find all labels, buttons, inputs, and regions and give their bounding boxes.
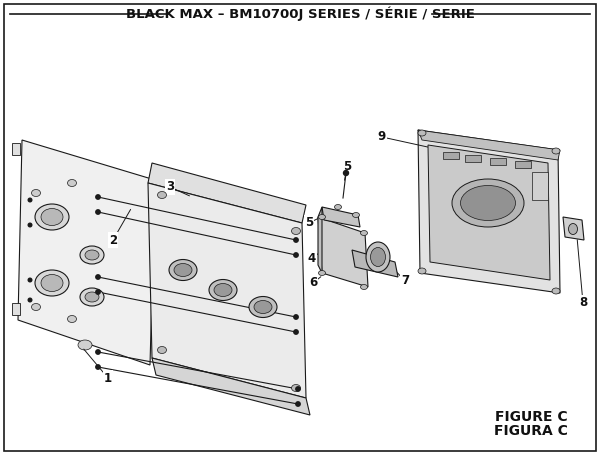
Text: 2: 2: [109, 233, 117, 247]
Ellipse shape: [78, 340, 92, 350]
Polygon shape: [148, 163, 306, 223]
Text: 7: 7: [401, 274, 409, 288]
Ellipse shape: [32, 189, 41, 197]
Polygon shape: [322, 207, 360, 227]
Ellipse shape: [292, 228, 301, 234]
Circle shape: [28, 298, 32, 302]
Ellipse shape: [361, 284, 367, 289]
Circle shape: [96, 290, 100, 294]
Ellipse shape: [292, 384, 301, 391]
Text: 6: 6: [309, 277, 317, 289]
Text: FIGURE C: FIGURE C: [496, 410, 568, 424]
Ellipse shape: [169, 259, 197, 280]
Ellipse shape: [41, 274, 63, 292]
Circle shape: [96, 350, 100, 354]
Ellipse shape: [461, 186, 515, 221]
Ellipse shape: [366, 242, 390, 272]
Polygon shape: [18, 140, 155, 365]
Text: 5: 5: [305, 217, 313, 229]
Ellipse shape: [80, 246, 104, 264]
Circle shape: [28, 278, 32, 282]
Bar: [490, 158, 506, 165]
Ellipse shape: [353, 212, 359, 217]
Circle shape: [294, 315, 298, 319]
Ellipse shape: [67, 315, 77, 323]
Ellipse shape: [214, 283, 232, 297]
Polygon shape: [428, 145, 550, 280]
Circle shape: [294, 253, 298, 257]
Ellipse shape: [254, 300, 272, 313]
Text: 4: 4: [308, 252, 316, 264]
Circle shape: [296, 402, 300, 406]
Bar: [443, 152, 459, 159]
Ellipse shape: [335, 204, 341, 209]
Text: 9: 9: [378, 131, 386, 143]
Ellipse shape: [67, 180, 77, 187]
Ellipse shape: [80, 288, 104, 306]
Ellipse shape: [157, 347, 167, 354]
Circle shape: [28, 223, 32, 227]
Circle shape: [96, 210, 100, 214]
Circle shape: [96, 195, 100, 199]
Polygon shape: [418, 130, 560, 293]
Ellipse shape: [552, 148, 560, 154]
Ellipse shape: [361, 231, 367, 236]
Circle shape: [96, 365, 100, 369]
Bar: [532, 172, 548, 200]
Circle shape: [294, 238, 298, 242]
Text: 1: 1: [104, 371, 112, 384]
Ellipse shape: [371, 248, 386, 267]
Polygon shape: [318, 217, 368, 287]
Bar: [12, 143, 20, 155]
Polygon shape: [148, 183, 306, 398]
Ellipse shape: [418, 268, 426, 274]
Ellipse shape: [209, 279, 237, 300]
Bar: [515, 161, 531, 168]
Ellipse shape: [319, 214, 325, 219]
Ellipse shape: [174, 263, 192, 277]
Ellipse shape: [35, 204, 69, 230]
Circle shape: [96, 275, 100, 279]
Circle shape: [294, 330, 298, 334]
Ellipse shape: [319, 271, 325, 275]
Circle shape: [343, 171, 349, 176]
Bar: [12, 303, 20, 315]
Circle shape: [296, 387, 300, 391]
Ellipse shape: [418, 130, 426, 136]
Text: 8: 8: [579, 297, 587, 309]
Ellipse shape: [452, 179, 524, 227]
Ellipse shape: [569, 223, 577, 234]
Ellipse shape: [32, 303, 41, 310]
Text: BLACK MAX – BM10700J SERIES / SÉRIE / SERIE: BLACK MAX – BM10700J SERIES / SÉRIE / SE…: [125, 7, 475, 21]
Text: FIGURA C: FIGURA C: [494, 424, 568, 438]
Circle shape: [28, 198, 32, 202]
Polygon shape: [563, 217, 584, 240]
Ellipse shape: [85, 250, 99, 260]
Ellipse shape: [85, 292, 99, 302]
Ellipse shape: [249, 297, 277, 318]
Bar: [465, 155, 481, 162]
Text: 5: 5: [343, 161, 351, 173]
Polygon shape: [152, 358, 310, 415]
Text: 3: 3: [166, 181, 174, 193]
Ellipse shape: [552, 288, 560, 294]
Polygon shape: [318, 207, 322, 273]
Ellipse shape: [41, 208, 63, 226]
Polygon shape: [418, 130, 560, 160]
Polygon shape: [352, 250, 398, 277]
Ellipse shape: [157, 192, 167, 198]
Ellipse shape: [35, 270, 69, 296]
